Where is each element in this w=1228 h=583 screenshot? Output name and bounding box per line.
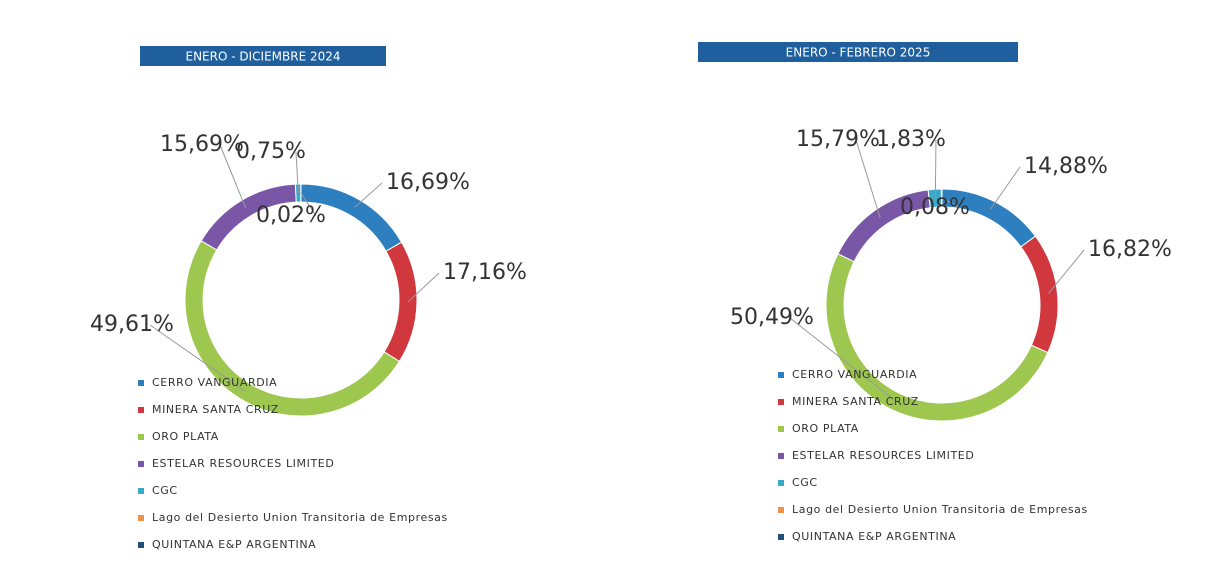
legend-label: QUINTANA E&P ARGENTINA — [152, 538, 316, 551]
leader-line — [149, 324, 246, 392]
data-label: 0,02% — [256, 203, 326, 228]
leader-line — [989, 166, 1021, 210]
leader-line — [407, 272, 440, 303]
legend-swatch — [138, 407, 144, 413]
legend-swatch — [778, 507, 784, 513]
leader-line — [354, 182, 383, 208]
leader-line — [219, 144, 247, 209]
legend-swatch — [138, 461, 144, 467]
legend-label: ESTELAR RESOURCES LIMITED — [792, 449, 974, 462]
donut-slice — [1020, 235, 1059, 354]
data-label: 0,75% — [236, 139, 306, 164]
chart-title: ENERO - FEBRERO 2025 — [786, 46, 931, 60]
legend-label: ORO PLATA — [152, 430, 219, 443]
legend-label: CGC — [152, 484, 178, 497]
leader-line — [934, 139, 937, 199]
data-label: 50,49% — [730, 305, 814, 330]
title-box — [698, 42, 1018, 62]
legend-label: ORO PLATA — [792, 422, 859, 435]
data-label: 17,16% — [443, 260, 527, 285]
legend-label: ESTELAR RESOURCES LIMITED — [152, 457, 334, 470]
leader-line — [855, 139, 881, 218]
legend-label: Lago del Desierto Union Transitoria de E… — [152, 511, 448, 524]
data-label: 49,61% — [90, 312, 174, 337]
legend-swatch — [138, 542, 144, 548]
legend-swatch — [778, 453, 784, 459]
legend-label: CERRO VANGUARDIA — [792, 368, 917, 381]
legend-swatch — [778, 480, 784, 486]
legend-label: MINERA SANTA CRUZ — [792, 395, 919, 408]
legend-swatch — [778, 372, 784, 378]
legend-label: CGC — [792, 476, 818, 489]
legend-swatch — [778, 534, 784, 540]
legend-swatch — [778, 399, 784, 405]
data-label: 14,88% — [1024, 154, 1108, 179]
legend-swatch — [138, 434, 144, 440]
legend-label: QUINTANA E&P ARGENTINA — [792, 530, 956, 543]
data-label: 0,08% — [900, 195, 970, 220]
data-label: 16,82% — [1088, 237, 1172, 262]
title-box — [140, 46, 386, 66]
legend-swatch — [778, 426, 784, 432]
legend-label: CERRO VANGUARDIA — [152, 376, 277, 389]
donut-slice — [383, 241, 418, 363]
legend-label: MINERA SANTA CRUZ — [152, 403, 279, 416]
donut-slice — [940, 188, 943, 208]
leader-line — [300, 192, 317, 217]
data-label: 15,69% — [160, 132, 244, 157]
legend-swatch — [138, 515, 144, 521]
leader-line — [941, 197, 961, 209]
data-label: 16,69% — [386, 170, 470, 195]
leader-line — [295, 151, 299, 194]
donut-slice — [184, 240, 401, 417]
leader-line — [1048, 249, 1085, 295]
legend-swatch — [138, 488, 144, 494]
data-label: 15,79% — [796, 127, 880, 152]
legend-label: Lago del Desierto Union Transitoria de E… — [792, 503, 1088, 516]
chart-title: ENERO - DICIEMBRE 2024 — [185, 50, 340, 64]
legend-swatch — [138, 380, 144, 386]
data-label: 1,83% — [876, 127, 946, 152]
leader-line — [789, 317, 897, 403]
